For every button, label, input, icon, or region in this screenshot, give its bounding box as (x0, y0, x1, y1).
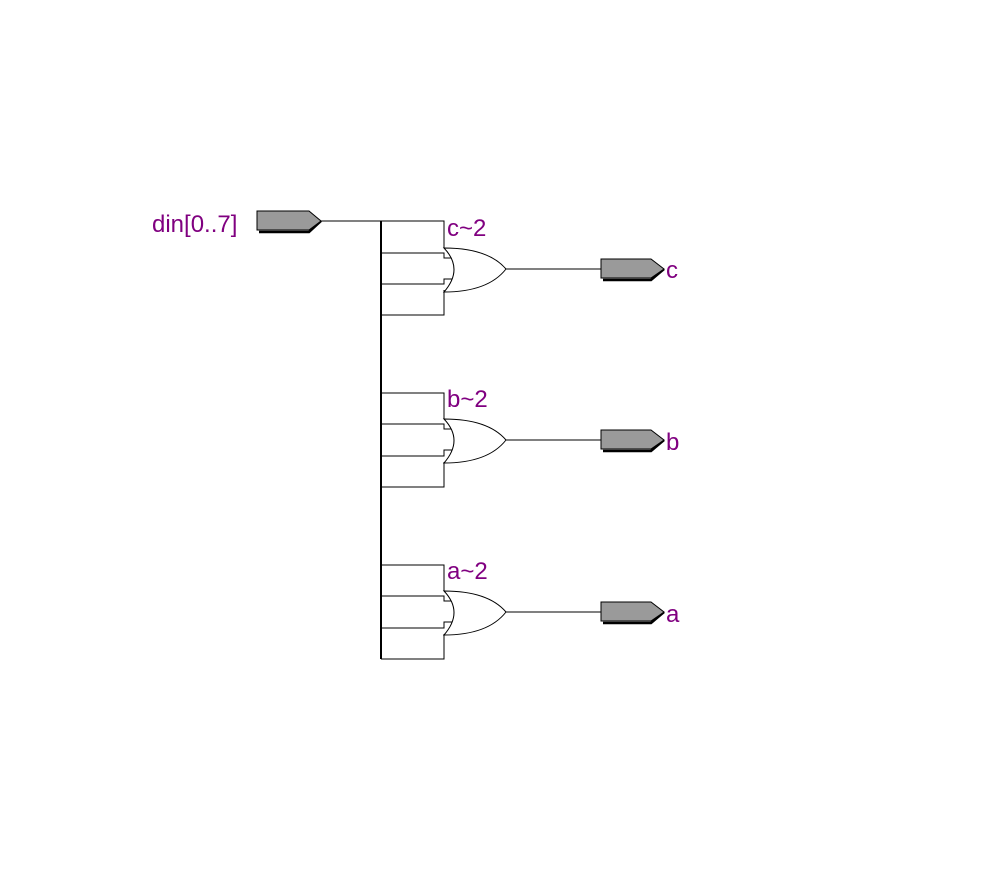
or-gate-b[interactable] (442, 418, 507, 464)
gate-a-instance-label: a~2 (447, 558, 488, 585)
gate-b-input-0-wire (381, 392, 445, 419)
gate-b-instance-label: b~2 (447, 386, 488, 413)
gate-c-instance-label: c~2 (447, 215, 486, 242)
gate-c-input-2-wire (381, 278, 453, 285)
gate-b-input-2-wire (381, 449, 453, 457)
or-gate-a[interactable] (442, 590, 507, 636)
output-port-a-label: a (666, 601, 680, 628)
gate-group-b (381, 392, 665, 488)
gate-a-input-2-wire (381, 621, 453, 629)
output-port-b[interactable] (600, 429, 665, 450)
output-port-b-label: b (666, 429, 679, 456)
output-port-a[interactable] (600, 601, 665, 622)
gate-a-input-1-wire (381, 595, 453, 602)
output-port-c[interactable] (600, 258, 665, 279)
gate-c-input-3-wire (381, 290, 445, 316)
gate-b-input-1-wire (381, 423, 453, 430)
gate-group-a (381, 564, 665, 660)
gate-a-input-0-wire (381, 564, 445, 591)
input-port-label: din[0..7] (152, 211, 237, 238)
gate-group-c (381, 220, 665, 316)
gate-c-input-0-wire (381, 220, 445, 248)
gate-b-input-3-wire (381, 462, 445, 488)
or-gate-c[interactable] (442, 247, 507, 293)
output-port-c-label: c (666, 257, 678, 284)
input-port-din[interactable] (256, 210, 322, 234)
gate-c-input-1-wire (381, 252, 453, 259)
gate-a-input-3-wire (381, 634, 445, 660)
